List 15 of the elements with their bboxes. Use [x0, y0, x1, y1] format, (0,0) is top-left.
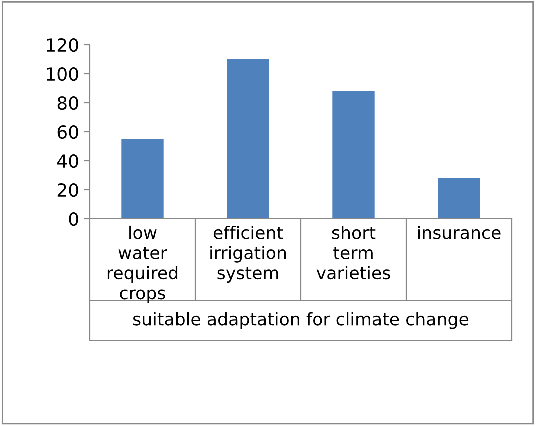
y-tick-label: 60 — [58, 125, 78, 140]
x-tick-label: efficient irrigation system — [210, 226, 286, 283]
y-tick-label: 100 — [47, 67, 78, 82]
bar — [332, 91, 375, 219]
y-tick-label: 40 — [57, 154, 78, 168]
bar — [438, 178, 480, 219]
x-axis-title: suitable adaptation for climate change — [133, 312, 469, 330]
x-tick-label: insurance — [418, 226, 501, 240]
x-tick-label: short term varieties — [316, 226, 390, 280]
y-tick-label: 0 — [69, 212, 78, 226]
y-tick-label: 120 — [47, 38, 78, 52]
bar — [122, 139, 164, 219]
y-tick-label: 20 — [58, 183, 78, 198]
bar — [227, 60, 270, 219]
y-tick-label: 80 — [58, 96, 78, 110]
